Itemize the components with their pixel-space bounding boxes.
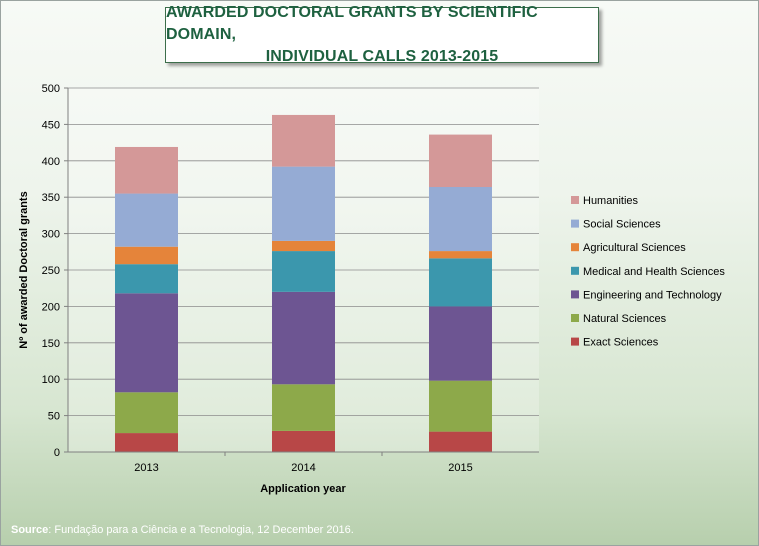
legend-label: Agricultural Sciences xyxy=(583,242,686,254)
axes: 0 50 100 150 200 250 300 350 400 450 500 2013 2014 20… xyxy=(42,83,539,474)
bar-segment xyxy=(429,258,492,307)
legend-swatch xyxy=(571,196,579,204)
y-tick-label: 150 xyxy=(42,338,60,350)
y-tick-label: 50 xyxy=(48,411,60,423)
bars xyxy=(115,114,492,452)
legend-swatch xyxy=(571,219,579,228)
legend: Humanities Social Sciences Agricultural Sc… xyxy=(571,195,725,349)
bar-segment xyxy=(272,114,335,167)
legend-label: Humanities xyxy=(583,195,639,207)
bar-segment xyxy=(115,264,178,294)
chart-title-line-2: INDIVIDUAL CALLS 2013-2015 xyxy=(265,48,499,65)
legend-label: Engineering and Technology xyxy=(583,289,722,301)
y-tick-label: 250 xyxy=(42,265,60,277)
bar-segment xyxy=(115,246,178,265)
bar-segment xyxy=(272,166,335,241)
y-tick-label: 500 xyxy=(42,83,60,95)
bar-segment xyxy=(429,187,492,252)
legend-swatch xyxy=(571,314,579,322)
y-tick-label: 300 xyxy=(42,229,60,241)
bar-segment xyxy=(272,430,335,452)
bar-segment xyxy=(429,431,492,452)
bar-segment xyxy=(115,433,178,452)
source-label: Source xyxy=(11,524,49,536)
y-tick-label: 450 xyxy=(42,119,60,131)
y-tick-label: 400 xyxy=(42,156,60,168)
bar-segment xyxy=(115,392,178,434)
x-axis-title: Application year xyxy=(260,483,346,495)
y-axis-title: Nº of awarded Doctoral grants xyxy=(18,191,30,348)
legend-label: Medical and Health Sciences xyxy=(583,266,725,278)
bar-segment xyxy=(272,240,335,252)
source-text: : Fundação para a Ciência e a Tecnologia… xyxy=(48,524,354,536)
bar-segment xyxy=(272,251,335,292)
y-tick-label: 100 xyxy=(42,374,60,386)
x-tick-label: 2015 xyxy=(448,462,472,474)
chart-title-line-1: AWARDED DOCTORAL GRANTS BY SCIENTIFIC DO… xyxy=(166,4,538,43)
legend-label: Social Sciences xyxy=(583,219,661,231)
bar-segment xyxy=(272,291,335,385)
bar-segment xyxy=(115,146,178,194)
legend-swatch xyxy=(571,337,579,346)
x-tick-label: 2014 xyxy=(291,462,315,474)
stacked-bar-chart: 0 50 100 150 200 250 300 350 400 450 500 2013 2014 20… xyxy=(18,83,725,495)
x-tick-label: 2013 xyxy=(134,462,158,474)
legend-swatch xyxy=(571,243,579,252)
bar-segment xyxy=(429,306,492,381)
bar-segment xyxy=(272,384,335,431)
legend-swatch xyxy=(571,290,579,299)
legend-swatch xyxy=(571,266,579,275)
bar-segment xyxy=(429,251,492,259)
y-tick-label: 350 xyxy=(42,192,60,204)
bar-segment xyxy=(429,380,492,432)
y-tick-label: 0 xyxy=(54,447,60,459)
bar-segment xyxy=(429,134,492,188)
bar-segment xyxy=(115,293,178,393)
legend-label: Natural Sciences xyxy=(583,313,667,325)
y-tick-label: 200 xyxy=(42,301,60,313)
bar-segment xyxy=(115,193,178,247)
legend-label: Exact Sciences xyxy=(583,337,659,349)
source-note: Source: Fundação para a Ciência e a Tecn… xyxy=(11,524,354,536)
chart-title-box: AWARDED DOCTORAL GRANTS BY SCIENTIFIC DO… xyxy=(165,4,599,65)
